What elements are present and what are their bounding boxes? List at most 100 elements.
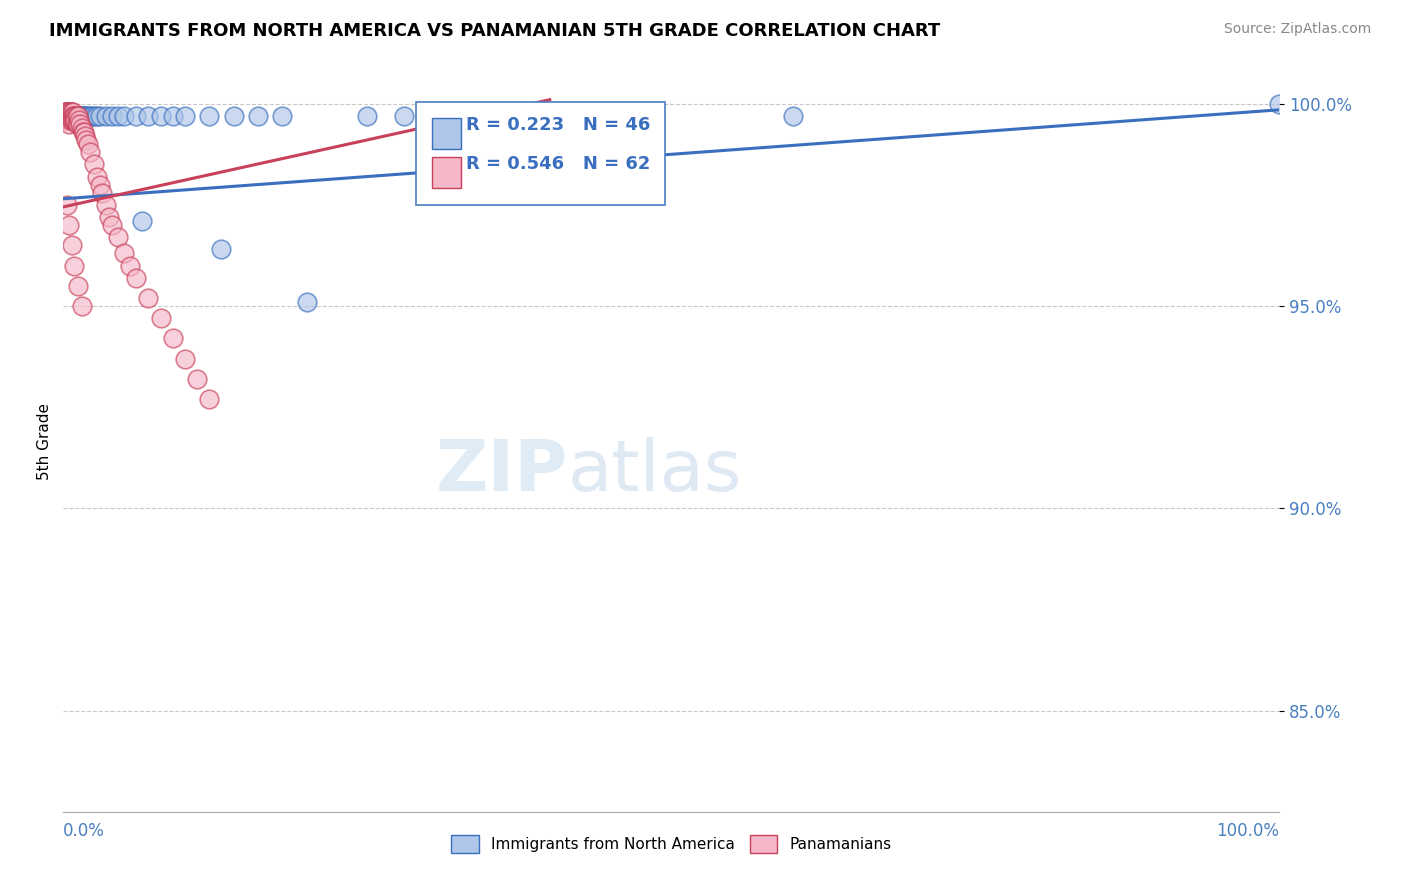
Point xyxy=(53,104,76,119)
Point xyxy=(63,109,86,123)
Text: ZIP: ZIP xyxy=(436,437,568,506)
Point xyxy=(60,109,83,123)
Point xyxy=(70,120,93,135)
Point xyxy=(149,311,172,326)
Point xyxy=(75,133,97,147)
Point xyxy=(112,109,135,123)
Point xyxy=(60,109,83,123)
Point xyxy=(186,372,208,386)
Point xyxy=(86,169,108,184)
Point xyxy=(125,270,148,285)
Text: IMMIGRANTS FROM NORTH AMERICA VS PANAMANIAN 5TH GRADE CORRELATION CHART: IMMIGRANTS FROM NORTH AMERICA VS PANAMAN… xyxy=(49,22,941,40)
Point xyxy=(120,259,142,273)
Point xyxy=(174,351,197,366)
Point xyxy=(79,145,101,160)
Point xyxy=(198,392,221,406)
Point xyxy=(98,210,121,224)
Point xyxy=(75,129,97,144)
Point xyxy=(222,109,245,123)
Point xyxy=(356,109,378,123)
Point xyxy=(62,112,84,127)
Point xyxy=(246,109,269,123)
Point xyxy=(60,104,83,119)
Point xyxy=(58,109,80,123)
Point xyxy=(60,112,83,127)
Point xyxy=(59,109,82,123)
Point xyxy=(55,104,77,119)
Point xyxy=(198,109,221,123)
Point xyxy=(83,157,105,171)
Point xyxy=(782,109,804,123)
Point xyxy=(65,109,87,123)
Point xyxy=(89,178,111,192)
Point xyxy=(60,238,83,252)
Point xyxy=(66,278,89,293)
Point xyxy=(138,109,160,123)
Point xyxy=(65,112,87,127)
Point xyxy=(66,117,89,131)
Point xyxy=(271,109,294,123)
Point xyxy=(66,117,89,131)
Point xyxy=(162,331,184,345)
Point xyxy=(63,109,86,123)
Point xyxy=(101,109,124,123)
Point xyxy=(76,137,98,152)
Point xyxy=(89,109,111,123)
Point xyxy=(56,198,79,212)
Point xyxy=(56,104,79,119)
Legend: Immigrants from North America, Panamanians: Immigrants from North America, Panamania… xyxy=(444,829,898,860)
Point xyxy=(1268,96,1291,111)
Point xyxy=(75,109,97,123)
Point xyxy=(86,109,108,123)
Text: 0.0%: 0.0% xyxy=(63,822,105,840)
Point xyxy=(149,109,172,123)
Point xyxy=(66,109,89,123)
Point xyxy=(66,109,89,123)
FancyBboxPatch shape xyxy=(432,118,461,149)
Point xyxy=(75,109,97,123)
Point xyxy=(91,186,114,200)
Point xyxy=(55,109,77,123)
Point xyxy=(73,125,96,139)
Text: R = 0.223   N = 46: R = 0.223 N = 46 xyxy=(465,117,650,135)
Point xyxy=(478,109,501,123)
Point xyxy=(76,109,98,123)
Point xyxy=(131,214,153,228)
Point xyxy=(67,109,90,123)
Point xyxy=(56,112,79,127)
Point xyxy=(56,104,79,119)
Text: R = 0.546   N = 62: R = 0.546 N = 62 xyxy=(465,155,650,173)
Point xyxy=(174,109,197,123)
Point xyxy=(112,246,135,260)
Point xyxy=(72,125,94,139)
Point xyxy=(59,104,82,119)
Point xyxy=(515,109,537,123)
Point xyxy=(107,230,129,244)
Point xyxy=(73,109,96,123)
Point xyxy=(59,104,82,119)
Point xyxy=(69,117,91,131)
Point xyxy=(56,104,79,119)
Point xyxy=(125,109,148,123)
Y-axis label: 5th Grade: 5th Grade xyxy=(37,403,52,480)
Point xyxy=(63,259,86,273)
FancyBboxPatch shape xyxy=(416,103,665,204)
Point xyxy=(79,109,101,123)
Point xyxy=(72,109,94,123)
Point xyxy=(70,299,93,313)
Point xyxy=(101,218,124,232)
Text: 100.0%: 100.0% xyxy=(1216,822,1279,840)
Point xyxy=(94,198,117,212)
Point xyxy=(65,109,87,123)
Point xyxy=(58,104,80,119)
Point xyxy=(66,109,89,123)
Point xyxy=(56,112,79,127)
Point xyxy=(56,109,79,123)
Point xyxy=(82,109,104,123)
Point xyxy=(70,109,93,123)
FancyBboxPatch shape xyxy=(432,156,461,187)
Point xyxy=(295,295,318,310)
Point xyxy=(66,109,89,123)
Point xyxy=(392,109,415,123)
Point xyxy=(56,109,79,123)
